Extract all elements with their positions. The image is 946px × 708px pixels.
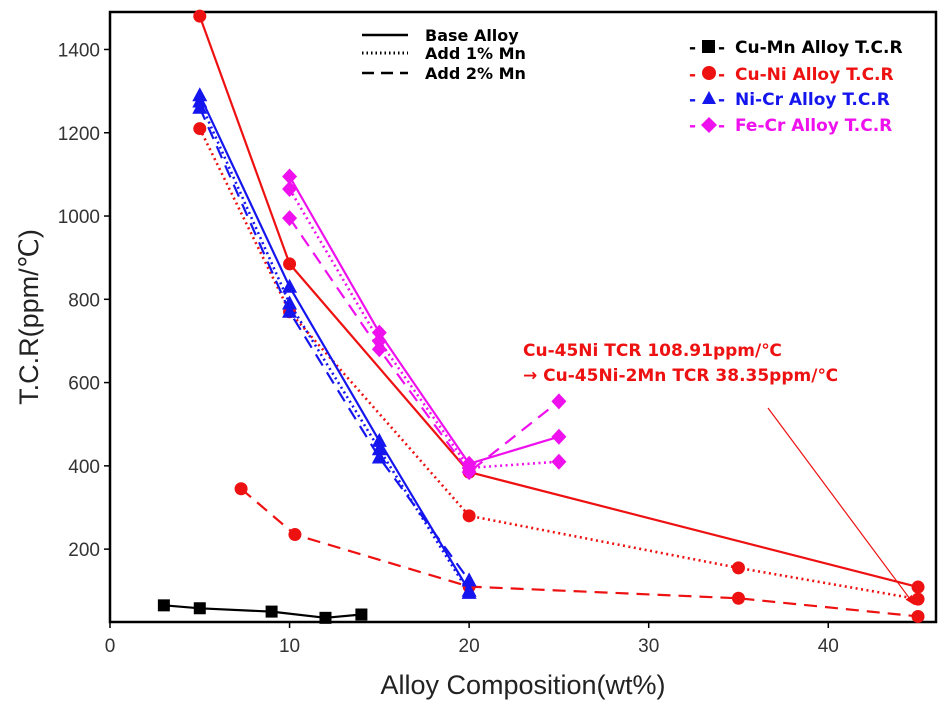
legend-cu-mn-label: Cu-Mn Alloy T.C.R (735, 38, 903, 58)
series-cu-mn-solid (157, 599, 368, 624)
legend-entry-cu-mn: - - Cu-Mn Alloy T.C.R (689, 38, 903, 58)
y-tick-label: 200 (68, 540, 100, 561)
x-tick-label: 30 (638, 636, 659, 657)
legend-entry-cu-ni: - - Cu-Ni Alloy T.C.R (689, 65, 894, 85)
legend-entry-ni-cr: - - Ni-Cr Alloy T.C.R (689, 90, 890, 110)
data-point-diamond (551, 453, 567, 470)
data-point-triangle (282, 303, 298, 318)
data-point-triangle (282, 295, 298, 310)
legend-ni-cr-dash-right: - (718, 90, 725, 110)
data-point-triangle (461, 572, 477, 587)
data-point-circle (911, 592, 925, 606)
legend-base-alloy-label: Base Alloy (425, 26, 519, 45)
y-tick-label: 400 (68, 457, 100, 478)
legend-cu-mn-dash-right: - (718, 38, 725, 58)
y-tick-label: 1200 (58, 124, 100, 145)
plot-area (157, 9, 925, 624)
legend-fe-cr-diamond-marker (701, 117, 717, 133)
series-line-fe-cr-dashed (288, 217, 560, 474)
data-point-square (355, 608, 368, 621)
series-line-ni-cr-solid (198, 94, 471, 592)
data-point-diamond (461, 464, 477, 481)
data-point-diamond (282, 180, 298, 197)
data-point-diamond (282, 210, 298, 227)
data-point-circle (234, 482, 248, 496)
data-point-circle (288, 528, 302, 542)
series-cu-ni-dotted (193, 122, 925, 606)
annotation-line-1: Cu-45Ni TCR 108.91ppm/℃ (523, 341, 782, 361)
series-cu-ni-dashed (234, 482, 925, 623)
legend-add-2-mn-label: Add 2% Mn (425, 64, 526, 83)
y-tick-label: 800 (68, 290, 100, 311)
series-fe-cr-dashed (282, 210, 567, 481)
series-line-cu-ni-solid (198, 15, 919, 589)
data-point-circle (911, 580, 925, 594)
data-point-circle (283, 257, 297, 271)
legend-cu-ni-label: Cu-Ni Alloy T.C.R (735, 65, 894, 85)
series-line-ni-cr-dotted (198, 100, 471, 594)
legend-fe-cr-dash-right: - (718, 116, 725, 136)
legend-ni-cr-triangle-marker (702, 91, 716, 104)
annotation-arrow (767, 407, 915, 606)
data-point-square (157, 599, 170, 612)
series-line-cu-ni-dotted (198, 128, 919, 601)
plot-frame (108, 10, 938, 624)
data-point-diamond (551, 393, 567, 410)
series-line-fe-cr-solid (288, 175, 560, 465)
series-ni-cr-solid (192, 87, 477, 597)
data-point-diamond (282, 168, 298, 185)
y-axis-title: T.C.R(ppm/℃) (14, 229, 44, 405)
series-line-ni-cr-dashed (198, 107, 470, 582)
data-point-square (319, 611, 332, 624)
legend-cu-ni-dash-right: - (718, 65, 725, 85)
annotation-line-2: → Cu-45Ni-2Mn TCR 38.35ppm/℃ (523, 366, 838, 386)
data-point-circle (911, 609, 925, 623)
data-point-triangle (282, 278, 298, 293)
x-tick-label: 20 (459, 636, 480, 657)
data-point-triangle (461, 584, 477, 599)
data-point-circle (462, 509, 476, 523)
data-point-circle (731, 561, 745, 575)
x-axis-title: Alloy Composition(wt%) (380, 670, 665, 700)
y-tick-label: 1000 (58, 207, 100, 228)
legend-entry-fe-cr: - - Fe-Cr Alloy T.C.R (689, 116, 892, 136)
series-fe-cr-dotted (282, 180, 567, 476)
y-tick-label: 1400 (58, 40, 100, 61)
legend-fe-cr-label: Fe-Cr Alloy T.C.R (735, 116, 892, 136)
y-tick-label: 600 (68, 374, 100, 395)
series-ni-cr-dashed (192, 99, 477, 587)
data-point-circle (193, 9, 207, 23)
line-style-legend: Base Alloy Add 1% Mn Add 2% Mn (362, 26, 526, 83)
legend-fe-cr-dash-left: - (689, 116, 696, 136)
data-point-diamond (551, 428, 567, 445)
axes: 0 10 20 30 40 200 400 600 800 1000 1200 1400 (58, 10, 938, 657)
legend-cu-mn-square-marker (702, 40, 715, 53)
data-point-diamond (371, 341, 387, 358)
series-legend: - - Cu-Mn Alloy T.C.R - - Cu-Ni Alloy T.… (689, 38, 903, 136)
x-tick-label: 40 (818, 636, 839, 657)
x-tick-label: 0 (105, 636, 116, 657)
legend-cu-ni-dash-left: - (689, 65, 696, 85)
data-point-square (265, 605, 278, 618)
series-line-cu-ni-dashed (240, 487, 919, 618)
series-line-cu-mn-solid (163, 604, 362, 619)
series-line-fe-cr-dotted (288, 188, 559, 470)
series-fe-cr-solid (282, 168, 567, 472)
legend-add-1-mn-label: Add 1% Mn (425, 44, 526, 63)
legend-cu-mn-dash-left: - (689, 38, 696, 58)
data-point-triangle (371, 449, 387, 464)
data-point-triangle (192, 99, 208, 114)
legend-cu-ni-circle-marker (702, 66, 716, 80)
annotation: Cu-45Ni TCR 108.91ppm/℃ → Cu-45Ni-2Mn TC… (523, 341, 915, 606)
data-point-circle (731, 591, 745, 605)
legend-ni-cr-dash-left: - (689, 90, 696, 110)
data-point-square (193, 602, 206, 615)
data-point-circle (193, 122, 207, 136)
legend-ni-cr-label: Ni-Cr Alloy T.C.R (735, 90, 890, 110)
x-tick-label: 10 (279, 636, 300, 657)
